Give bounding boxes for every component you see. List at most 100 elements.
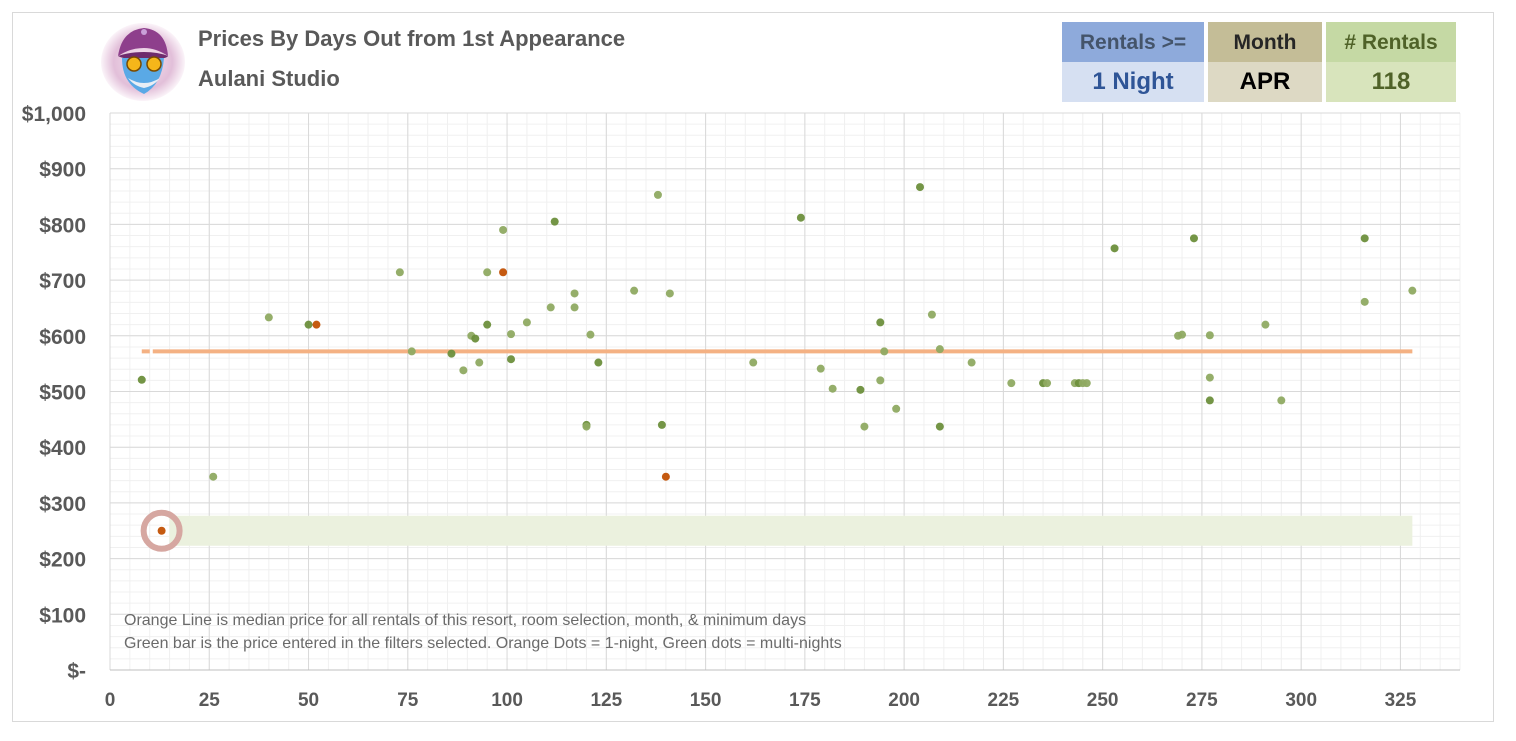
data-point-multi-night (1360, 297, 1369, 306)
month-filter-box: Month APR (1208, 22, 1322, 102)
data-point-multi-night (856, 385, 865, 394)
data-point-multi-night (507, 355, 516, 364)
rentals-filter-box: Rentals >= 1 Night (1062, 22, 1204, 102)
data-point-multi-night (1110, 244, 1119, 253)
data-point-multi-night (665, 289, 674, 298)
data-point-multi-night (407, 347, 416, 356)
data-point-multi-night (471, 334, 480, 343)
data-point-multi-night (749, 358, 758, 367)
data-point-multi-night (796, 213, 805, 222)
x-axis-tick-labels: 0 25 50 75 100 125 150 175 200 225 250 275 300 325 (105, 690, 1417, 711)
note-median-line: Orange Line is median price for all rent… (124, 612, 807, 629)
month-filter-label: Month (1208, 22, 1322, 62)
data-point-1-night (157, 526, 166, 535)
data-point-multi-night (860, 422, 869, 431)
data-point-multi-night (1261, 320, 1270, 329)
data-point-multi-night (550, 217, 559, 226)
y-tick-label: $900 (39, 159, 86, 182)
y-tick-label: $800 (39, 214, 86, 237)
data-point-1-night (499, 268, 508, 277)
x-tick-label: 0 (105, 690, 116, 711)
y-tick-label: $400 (39, 437, 86, 460)
data-point-multi-night (499, 225, 508, 234)
data-point-multi-night (1205, 331, 1214, 340)
data-point-multi-night (209, 472, 218, 481)
y-tick-label: $600 (39, 326, 86, 349)
data-point-multi-night (1178, 330, 1187, 339)
y-tick-label: $500 (39, 382, 86, 405)
y-axis-tick-labels: $- $100 $200 $300 $400 $500 $600 $700 $800 $900 $1… (22, 103, 86, 683)
data-point-multi-night (1205, 373, 1214, 382)
x-tick-label: 100 (491, 690, 523, 711)
data-point-multi-night (1360, 234, 1369, 243)
data-point-multi-night (1189, 234, 1198, 243)
data-point-multi-night (522, 318, 531, 327)
data-point-multi-night (1277, 396, 1286, 405)
x-tick-label: 125 (590, 690, 622, 711)
data-point-multi-night (1043, 379, 1052, 388)
x-tick-label: 75 (397, 690, 419, 711)
data-point-multi-night (876, 376, 885, 385)
data-point-multi-night (1205, 396, 1214, 405)
rental-count-box: # Rentals 118 (1326, 22, 1456, 102)
data-point-multi-night (594, 358, 603, 367)
data-point-multi-night (546, 303, 555, 312)
data-point-multi-night (935, 422, 944, 431)
note-green-bar: Green bar is the price entered in the fi… (124, 635, 842, 652)
data-point-multi-night (586, 330, 595, 339)
data-point-multi-night (459, 366, 468, 375)
data-point-multi-night (507, 330, 516, 339)
x-tick-label: 150 (690, 690, 722, 711)
data-points (137, 183, 1417, 535)
data-point-multi-night (582, 422, 591, 431)
x-tick-label: 300 (1285, 690, 1317, 711)
genie-logo-icon (101, 23, 185, 101)
rental-count-label: # Rentals (1326, 22, 1456, 62)
x-tick-label: 175 (789, 690, 821, 711)
data-point-multi-night (927, 310, 936, 319)
filter-price-bar (169, 515, 1413, 546)
data-point-1-night (661, 472, 670, 481)
data-point-multi-night (304, 320, 313, 329)
y-tick-label: $1,000 (22, 103, 86, 126)
data-point-multi-night (570, 303, 579, 312)
data-point-multi-night (876, 318, 885, 327)
data-point-multi-night (447, 349, 456, 358)
data-point-multi-night (264, 313, 273, 322)
x-tick-label: 250 (1087, 690, 1119, 711)
y-tick-label: $100 (39, 604, 86, 627)
data-point-multi-night (916, 183, 924, 192)
data-point-multi-night (475, 358, 484, 367)
reference-bands (140, 349, 1413, 552)
data-point-multi-night (892, 404, 901, 413)
data-point-multi-night (395, 268, 404, 277)
chart-subtitle: Aulani Studio (198, 66, 340, 91)
data-point-multi-night (935, 345, 944, 354)
x-tick-label: 325 (1385, 690, 1417, 711)
month-filter-value: APR (1208, 62, 1322, 102)
data-point-multi-night (880, 347, 889, 356)
x-tick-label: 225 (988, 690, 1020, 711)
data-point-multi-night (570, 289, 579, 298)
data-point-multi-night (657, 420, 666, 429)
data-point-multi-night (1007, 379, 1016, 388)
data-point-multi-night (137, 375, 146, 384)
data-point-multi-night (816, 364, 825, 373)
data-point-multi-night (630, 286, 639, 295)
x-tick-label: 50 (298, 690, 319, 711)
rentals-filter-label: Rentals >= (1062, 22, 1204, 62)
chart-title: Prices By Days Out from 1st Appearance (198, 26, 626, 51)
rental-count-value: 118 (1326, 62, 1456, 102)
rentals-filter-value: 1 Night (1062, 62, 1204, 102)
data-point-multi-night (967, 358, 976, 367)
data-point-1-night (312, 320, 321, 329)
highlight-target-ring (140, 509, 183, 552)
data-point-multi-night (483, 320, 492, 329)
chart-frame (12, 12, 1494, 722)
x-tick-label: 275 (1186, 690, 1218, 711)
y-tick-label: $300 (39, 493, 86, 516)
y-tick-label: $700 (39, 270, 86, 293)
data-point-multi-night (828, 384, 837, 393)
data-point-multi-night (1082, 379, 1091, 388)
